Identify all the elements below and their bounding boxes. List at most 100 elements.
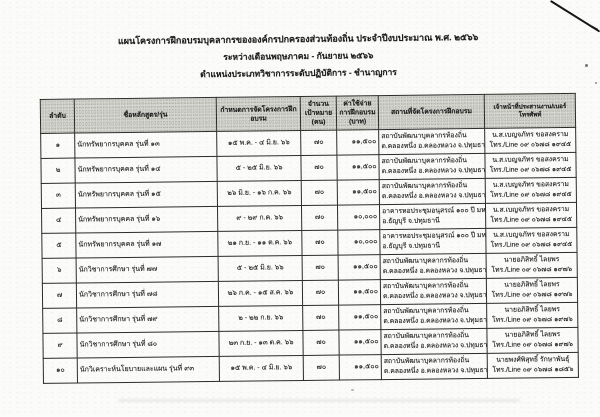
cell-staff: นายพงศ์พิสุทธิ์ รักษาพันธุ์ โทร./Line ๐๙… [487,352,579,379]
cell-no: ๔ [41,208,76,234]
cell-target: ๗๐ [302,280,339,306]
staff-phone: โทร./Line ๐๙ ๐๖๗๘ ๑๙๔๕ [489,165,572,174]
header-no: ลำดับ [40,99,75,134]
cell-cost: ๑๐,๐๐๐ [337,204,380,231]
cell-target: ๗๐ [300,130,337,156]
cell-course: นักวิชาการศึกษา รุ่นที่ ๘๐ [76,331,220,359]
header-cost: ค่าใช้จ่าย การฝึกอบรม (บาท) [336,95,379,131]
cell-venue: สถาบันพัฒนาบุคลากรท้องถิ่น ต.คลองหนึ่ง อ… [378,128,485,155]
header-staff: เจ้าหน้าที่ประสานงาน/เบอร์โทรศัพท์ [484,93,576,129]
cell-course: นักวิชาการศึกษา รุ่นที่ ๗๗ [76,256,219,284]
staff-phone: โทร./Line ๐๙ ๐๖๗๘ ๑๘๕๖ [492,365,574,374]
cell-venue: สถาบันพัฒนาบุคลากรท้องถิ่น ต.คลองหนึ่ง อ… [381,353,488,380]
venue-line2: ต.คลองหนึ่ง อ.คลองหลวง จ.ปทุมธานี [381,141,485,151]
venue-line2: ต.คลองหนึ่ง อ.คลองหลวง จ.ปทุมธานี [383,316,487,326]
staff-phone: โทร./Line ๐๙ ๐๖๗๘ ๑๙๗๖ [491,265,573,274]
header-target: จำนวน เป้าหมาย (คน) [300,96,337,131]
venue-line2: ต.คลองหนึ่ง อ.คลองหลวง จ.ปทุมธานี [381,166,486,176]
scan-artifact-smudge [118,399,520,402]
header-course: ชื่อหลักสูตร/รุ่น [74,97,217,134]
scan-artifact-speck [351,389,354,391]
cell-course: นักวิชาการศึกษา รุ่นที่ ๗๘ [76,281,219,309]
venue-line1: อาคารหอประชุมอนุสรณ์ ๑๐๐ ปี มหาดไทย [382,206,486,216]
staff-phone: โทร./Line ๐๙ ๐๖๗๘ ๑๙๗๖ [492,340,573,349]
header-target-line3: (คน) [311,118,326,126]
cell-venue: อาคารหอประชุมอนุสรณ์ ๑๐๐ ปี มหาดไทย อ.ธั… [379,228,487,255]
venue-line2: ต.คลองหนึ่ง อ.คลองหลวง จ.ปทุมธานี [383,341,488,351]
cell-no: ๓ [41,183,76,209]
cell-cost: ๑๑,๕๐๐ [336,154,380,181]
cell-staff: น.ส.เบญจภัทร ขอสงคราม โทร./Line ๐๙ ๐๖๗๘ … [485,227,578,254]
staff-phone: โทร./Line ๐๙ ๐๖๗๘ ๑๙๔๕ [490,240,573,249]
venue-line2: ต.คลองหนึ่ง อ.คลองหลวง จ.ปทุมธานี [383,366,488,376]
header-schedule: กำหนดการจัดโครงการฝึกอบรม [216,96,301,132]
cell-schedule: ๙ - ๒๙ ก.ค. ๖๖ [217,205,302,232]
cell-staff: น.ส.เบญจภัทร ขอสงคราม โทร./Line ๐๙ ๐๖๗๘ … [485,177,577,204]
cell-staff: น.ส.เบญจภัทร ขอสงคราม โทร./Line ๐๙ ๐๖๗๘ … [484,127,576,154]
cell-no: ๘ [42,308,77,334]
venue-line2: อ.ธัญบุรี จ.ปทุมธานี [382,242,441,251]
cell-venue: สถาบันพัฒนาบุคลากรท้องถิ่น ต.คลองหนึ่ง อ… [380,253,487,280]
staff-phone: โทร./Line ๐๙ ๐๖๗๘ ๑๙๗๖ [491,290,573,299]
cell-staff: นายอภิสิทธิ์ ไลยพร โทร./Line ๐๙ ๐๖๗๘ ๑๙๗… [486,277,578,304]
cell-course: นักวิชาการศึกษา รุ่นที่ ๗๙ [76,306,219,334]
header-cost-line3: (บาท) [348,118,367,126]
cell-venue: สถาบันพัฒนาบุคลากรท้องถิ่น ต.คลองหนึ่ง อ… [378,153,486,180]
cell-cost: ๑๑,๕๐๐ [338,304,381,331]
cell-cost: ๑๐,๐๐๐ [337,229,381,256]
cell-target: ๗๐ [301,205,338,231]
cell-target: ๗๐ [301,230,339,256]
cell-staff: นายอภิสิทธิ์ ไลยพร โทร./Line ๐๙ ๐๖๗๘ ๑๙๗… [486,327,579,354]
header-cost-line1: ค่าใช้จ่าย [343,100,372,108]
venue-line2: ต.คลองหนึ่ง อ.คลองหลวง จ.ปทุมธานี [381,191,486,201]
cell-course: นักทรัพยากรบุคคล รุ่นที่ ๑๕ [75,181,218,209]
venue-line2: อ.ธัญบุรี จ.ปทุมธานี [382,217,440,226]
scan-artifact-speck [585,64,588,67]
cell-schedule: ๒๑ ก.ย. - ๑๑ ต.ค. ๖๖ [217,230,303,257]
cell-cost: ๑๑,๕๐๐ [338,329,382,356]
venue-line1: อาคารหอประชุมอนุสรณ์ ๑๐๐ ปี มหาดไทย [382,231,487,241]
cell-no: ๑ [40,133,75,159]
cell-target: ๗๐ [303,355,340,381]
cell-schedule: ๒ - ๒๒ ก.ย. ๖๖ [218,305,303,332]
training-plan-table: ลำดับ ชื่อหลักสูตร/รุ่น กำหนดการจัดโครงก… [39,92,579,384]
cell-no: ๑๐ [43,358,78,384]
cell-course: นักทรัพยากรบุคคล รุ่นที่ ๑๖ [75,206,218,234]
cell-no: ๖ [42,258,77,284]
scan-artifact-speck [595,82,597,84]
cell-venue: สถาบันพัฒนาบุคลากรท้องถิ่น ต.คลองหนึ่ง อ… [380,328,488,355]
cell-schedule: ๒๓ ก.ย. - ๑๓ ต.ค. ๖๖ [218,330,304,357]
staff-phone: โทร./Line ๐๙ ๐๖๗๘ ๑๙๔๕ [490,190,572,199]
cell-venue: สถาบันพัฒนาบุคลากรท้องถิ่น ต.คลองหนึ่ง อ… [380,303,487,330]
cell-target: ๗๐ [302,330,340,356]
cell-cost: ๑๑,๕๐๐ [336,129,379,156]
cell-no: ๒ [40,158,76,184]
cell-target: ๗๐ [302,305,339,331]
cell-staff: นายอภิสิทธิ์ ไลยพร โทร./Line ๐๙ ๐๖๗๘ ๑๙๗… [486,302,578,329]
cell-staff: น.ส.เบญจภัทร ขอสงคราม โทร./Line ๐๙ ๐๖๗๘ … [484,152,577,179]
header-venue: สถานที่จัดโครงการฝึกอบรม [378,94,485,130]
venue-line2: ต.คลองหนึ่ง อ.คลองหลวง จ.ปทุมธานี [382,291,487,301]
cell-cost: ๑๑,๕๐๐ [339,354,382,381]
cell-schedule: ๑๕ พ.ค. - ๔ มิ.ย. ๖๖ [216,130,301,157]
cell-cost: ๑๑,๕๐๐ [337,179,380,206]
cell-no: ๕ [41,233,77,259]
cell-venue: อาคารหอประชุมอนุสรณ์ ๑๐๐ ปี มหาดไทย อ.ธั… [379,203,486,230]
cell-schedule: ๑๕ พ.ค. - ๔ มิ.ย. ๖๖ [219,355,304,382]
document-title-block: แผนโครงการฝึกอบรมบุคลากรขององค์กรปกครองส… [0,28,599,86]
cell-course: นักทรัพยากรบุคคล รุ่นที่ ๑๗ [75,231,219,259]
cell-venue: สถาบันพัฒนาบุคลากรท้องถิ่น ต.คลองหนึ่ง อ… [379,178,486,205]
venue-line2: ต.คลองหนึ่ง อ.คลองหลวง จ.ปทุมธานี [382,266,487,276]
staff-phone: โทร./Line ๐๙ ๐๖๗๘ ๑๙๔๕ [489,140,572,149]
cell-schedule: ๕ - ๒๕ มิ.ย. ๖๖ [218,255,303,282]
header-target-line1: จำนวน [307,100,329,108]
staff-phone: โทร./Line ๐๙ ๐๖๗๘ ๑๙๗๖ [491,315,573,324]
staff-phone: โทร./Line ๐๙ ๐๖๗๘ ๑๙๔๕ [490,215,572,224]
cell-schedule: ๒๖ มิ.ย. - ๑๖ ก.ค. ๖๖ [217,180,302,207]
cell-cost: ๑๑,๕๐๐ [338,279,381,306]
cell-staff: น.ส.เบญจภัทร ขอสงคราม โทร./Line ๐๙ ๐๖๗๘ … [485,202,577,229]
cell-no: ๗ [42,283,77,309]
cell-schedule: ๕ - ๒๕ มิ.ย. ๖๖ [216,155,302,182]
header-target-line2: เป้าหมาย [304,109,333,117]
